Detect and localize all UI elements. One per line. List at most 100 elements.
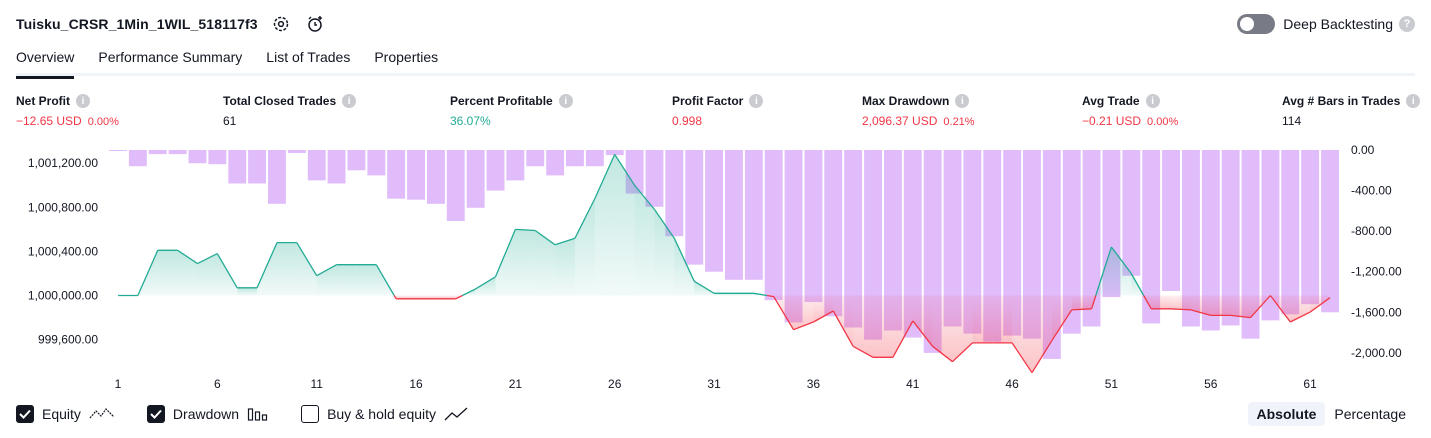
tab-list-of-trades[interactable]: List of Trades — [266, 49, 351, 65]
drawdown-bar — [1142, 150, 1161, 324]
equity-line-segment — [1190, 309, 1211, 317]
add-alert-clock-icon[interactable] — [304, 13, 326, 35]
equity-line-segment — [634, 184, 656, 210]
equity-drawdown-chart: 1,001,200.00 1,000,800.00 1,000,400.00 1,00… — [28, 143, 1402, 391]
stat-label-text: Total Closed Trades — [223, 94, 337, 108]
drawdown-bar — [148, 150, 167, 155]
equity-line-segment — [256, 242, 278, 289]
legend-equity-label: Equity — [42, 406, 81, 422]
drawdown-bar — [128, 150, 147, 167]
equity-line-segment — [594, 154, 616, 199]
stat-value-text: 114 — [1282, 114, 1302, 128]
equity-loss-area — [813, 295, 834, 322]
y-left-tick-label: 999,600.00 — [38, 333, 98, 347]
info-icon[interactable]: i — [749, 94, 764, 108]
equity-line-segment — [832, 310, 854, 347]
equity-line-segment — [515, 228, 536, 232]
absolute-button[interactable]: Absolute — [1247, 402, 1326, 426]
equity-line-segment — [197, 253, 218, 265]
x-tick-label: 61 — [1303, 377, 1317, 391]
legend-equity[interactable]: Equity — [16, 405, 115, 423]
stat-label: Profit Factor i — [672, 93, 764, 109]
info-icon[interactable]: i — [955, 94, 970, 108]
equity-line-segment — [455, 294, 463, 300]
deep-backtesting-toggle[interactable] — [1237, 14, 1276, 34]
drawdown-bar — [1201, 150, 1220, 331]
equity-line-segment — [574, 198, 596, 239]
equity-line-segment — [1230, 314, 1251, 319]
stat-value-text: 2,096.37 USD — [862, 114, 938, 128]
drawdown-bar — [744, 150, 763, 280]
equity-line-segment — [766, 294, 774, 298]
drawdown-bar — [466, 150, 485, 208]
drawdown-bar — [1301, 150, 1320, 305]
equity-gain-area — [356, 264, 377, 296]
stat-value-percent: 0.21% — [943, 116, 975, 128]
drawdown-bar — [287, 150, 306, 153]
y-left-tick-label: 1,000,400.00 — [28, 244, 98, 258]
stat-label: Avg # Bars in Trades i — [1282, 93, 1421, 109]
equity-gain-area — [237, 287, 258, 296]
info-icon[interactable]: i — [76, 94, 90, 108]
equity-line-segment — [1090, 295, 1097, 309]
deep-backtesting-label: Deep Backtesting — [1283, 16, 1393, 32]
settings-gear-icon[interactable] — [270, 13, 292, 35]
drawdown-bar — [1241, 150, 1260, 339]
tab-overview[interactable]: Overview — [16, 44, 75, 79]
help-icon[interactable]: ? — [1399, 16, 1415, 32]
info-icon[interactable]: i — [1406, 94, 1421, 108]
drawdown-bar — [1122, 150, 1141, 276]
drawdown-bar — [1221, 150, 1240, 326]
equity-gain-area — [495, 229, 516, 296]
tab-performance-summary[interactable]: Performance Summary — [98, 49, 243, 65]
equity-loss-area — [1032, 295, 1052, 373]
drawdown-bar — [347, 150, 366, 171]
equity-gain-area — [575, 198, 595, 296]
info-icon[interactable]: i — [342, 94, 357, 108]
drawdown-bar — [1162, 150, 1180, 291]
equity-line-segment — [1250, 295, 1271, 319]
percentage-button[interactable]: Percentage — [1334, 406, 1406, 422]
y-right-tick-label: -800.00 — [1351, 224, 1392, 238]
stat-value: 2,096.37 USD 0.21% — [862, 114, 975, 128]
drawdown-checkbox[interactable] — [146, 405, 165, 423]
drawdown-bar — [1023, 150, 1041, 339]
legend-buy-hold[interactable]: Buy & hold equity — [301, 405, 468, 423]
stat-label: Net Profit i — [16, 93, 119, 109]
equity-loss-area — [435, 295, 456, 299]
drawdown-bar — [1082, 150, 1101, 327]
legend-drawdown[interactable]: Drawdown — [146, 405, 269, 423]
stat-value: 36.07% — [450, 114, 573, 128]
equity-gain-area — [674, 238, 695, 296]
info-icon[interactable]: i — [558, 94, 573, 108]
equity-line-segment — [653, 209, 675, 239]
info-icon[interactable]: i — [1145, 94, 1160, 108]
equity-line-segment — [813, 310, 834, 323]
equity-gain-area — [555, 238, 575, 296]
equity-line-segment — [137, 250, 159, 296]
buy-hold-checkbox[interactable] — [301, 405, 320, 423]
stat-value-text: −0.21 USD — [1082, 114, 1142, 128]
drawdown-bar — [1182, 150, 1200, 327]
equity-loss-area — [1151, 295, 1171, 309]
x-tick-label: 41 — [906, 377, 920, 391]
stat-value-percent: 0.00% — [87, 116, 119, 128]
equity-line-segment — [1071, 308, 1092, 311]
tab-properties[interactable]: Properties — [374, 49, 439, 65]
equity-line-segment — [1095, 246, 1113, 296]
stat-label-text: Avg # Bars in Trades — [1282, 94, 1401, 108]
equity-loss-area — [972, 295, 993, 343]
equity-checkbox[interactable] — [16, 405, 34, 423]
stat-profit-factor: Profit Factor i 0.998 — [672, 93, 764, 128]
buy-hold-line-icon — [444, 406, 468, 422]
drawdown-bar — [824, 150, 843, 317]
stat-label-text: Percent Profitable — [450, 94, 553, 108]
x-tick-label: 51 — [1105, 377, 1119, 391]
equity-gain-area — [1111, 247, 1132, 296]
equity-gain-area — [654, 209, 675, 296]
equity-line-segment — [216, 253, 238, 289]
y-right-tick-label: -400.00 — [1351, 184, 1392, 198]
equity-line-segment — [462, 288, 476, 297]
stat-label-text: Avg Trade — [1082, 94, 1140, 108]
equity-loss-area — [1290, 295, 1311, 322]
